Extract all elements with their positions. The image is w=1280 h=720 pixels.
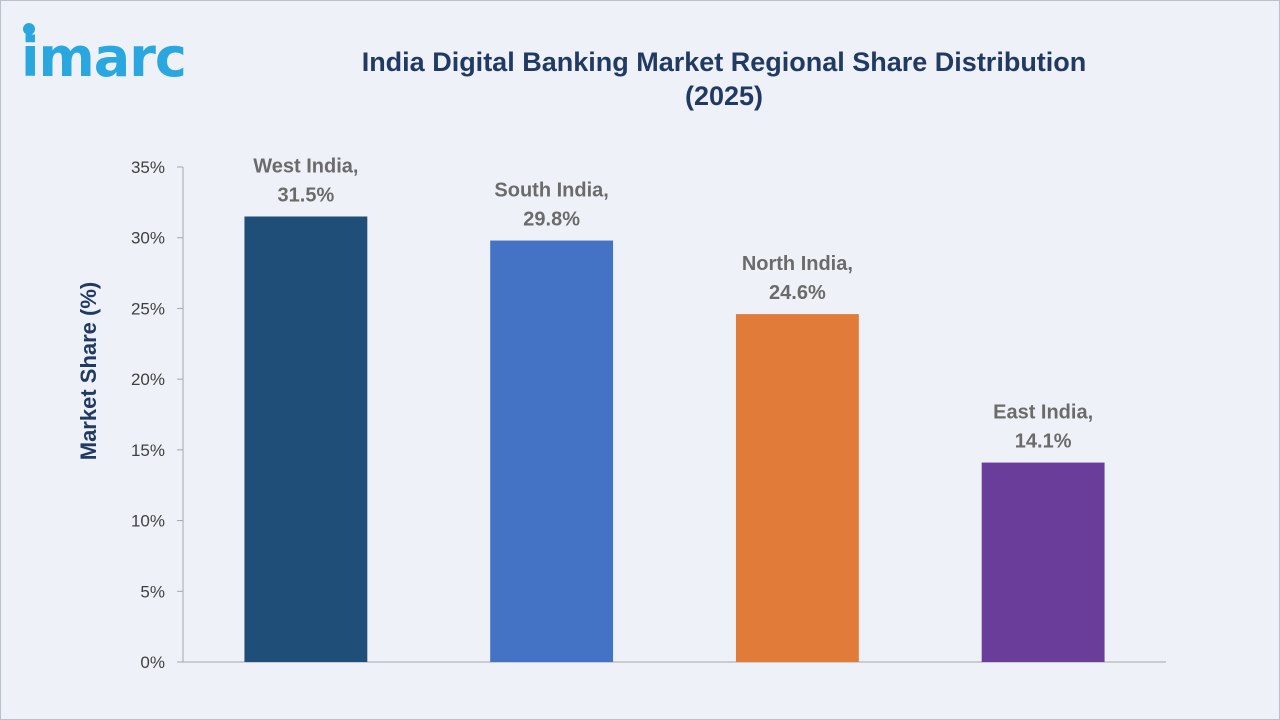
- y-tick-label: 15%: [131, 441, 165, 460]
- logo-text: imarc: [21, 26, 187, 89]
- bar-west-india: [244, 216, 368, 662]
- chart-title-line-2: (2025): [684, 81, 764, 111]
- y-tick-label: 35%: [131, 158, 165, 177]
- y-tick-label: 10%: [131, 512, 165, 531]
- y-tick-label: 25%: [131, 299, 165, 318]
- y-tick-label: 20%: [131, 370, 165, 389]
- bar-south-india: [490, 240, 614, 663]
- data-label-value: 29.8%: [523, 209, 580, 231]
- y-tick-label: 30%: [131, 229, 165, 248]
- data-label-value: 31.5%: [278, 185, 335, 207]
- chart-title-line-1: India Digital Banking Market Regional Sh…: [361, 47, 1087, 77]
- data-label-value: 24.6%: [769, 282, 826, 304]
- data-label-value: 14.1%: [1015, 431, 1072, 453]
- y-tick-label: 5%: [140, 582, 165, 601]
- imarc-logo: imarc: [21, 23, 206, 89]
- data-label-category: East India,: [993, 402, 1093, 424]
- logo-dot: [23, 23, 35, 35]
- chart-title: India Digital Banking Market Regional Sh…: [301, 45, 1147, 113]
- data-label-category: North India,: [742, 253, 853, 275]
- data-label-category: South India,: [494, 180, 608, 202]
- data-label-category: West India,: [253, 156, 358, 178]
- bar-north-india: [735, 314, 859, 662]
- y-tick-label: 0%: [140, 653, 165, 672]
- bar-east-india: [981, 462, 1105, 662]
